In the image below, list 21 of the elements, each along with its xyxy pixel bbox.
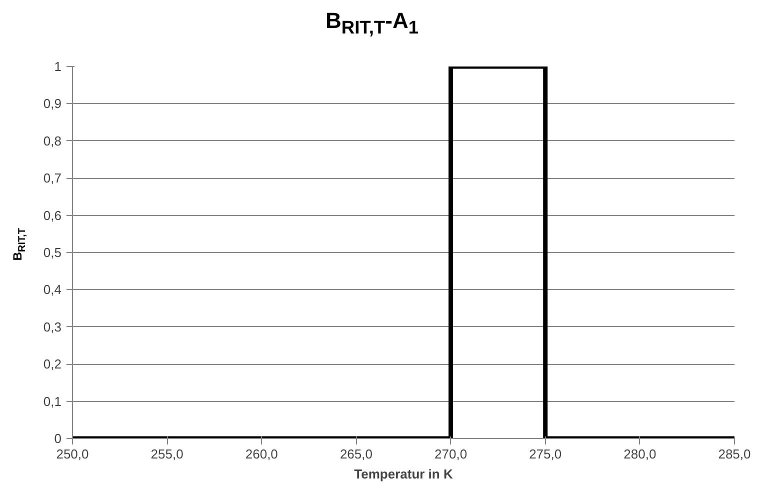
x-tick-label: 250,0 <box>56 446 89 462</box>
y-tick-label: 0,6 <box>43 208 62 223</box>
x-tick-label: 285,0 <box>718 446 751 462</box>
x-tick-label: 270,0 <box>434 446 468 462</box>
y-tick-label: 0,5 <box>43 245 62 260</box>
y-tick-label: 0,4 <box>43 282 62 298</box>
y-tick-label: 0,1 <box>43 394 62 409</box>
y-tick-label: 0,8 <box>43 133 62 148</box>
x-axis-title: Temperatur in K <box>354 466 454 482</box>
x-tick-label: 255,0 <box>150 446 184 462</box>
x-tick-label: 260,0 <box>245 446 278 462</box>
y-tick-label: 0,2 <box>43 356 62 372</box>
x-tick-label: 280,0 <box>624 446 656 462</box>
chart-title: B$_{RIT,T}$-A$_{1}$ <box>324 7 420 40</box>
x-tick-label: 265,0 <box>340 446 372 462</box>
y-tick-label: 0,7 <box>43 170 62 186</box>
y-tick-label: 1 <box>54 59 62 74</box>
y-tick-label: 0,3 <box>43 319 62 334</box>
x-tick-label: 275,0 <box>529 446 562 462</box>
y-tick-label: 0,9 <box>43 96 62 112</box>
y-tick-label: 0 <box>54 431 62 446</box>
